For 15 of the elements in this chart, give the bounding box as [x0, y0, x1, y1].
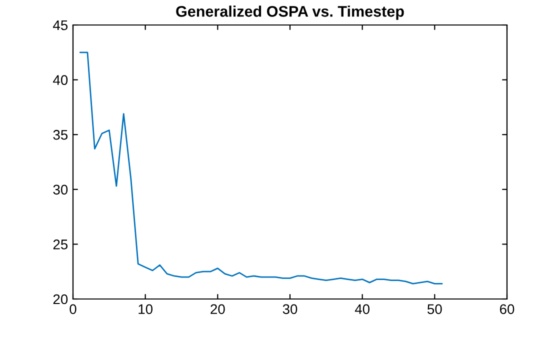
y-tick-label: 35: [53, 130, 68, 140]
y-tick-label: 25: [53, 240, 68, 250]
y-tick-label: 20: [53, 294, 68, 304]
x-tick-label: 0: [70, 304, 76, 314]
x-tick-label: 50: [428, 304, 442, 314]
x-tick-label: 20: [210, 304, 225, 314]
y-tick-label: 45: [53, 20, 68, 30]
x-tick-label: 10: [138, 304, 153, 314]
line-series: [80, 52, 443, 284]
chart-title: Generalized OSPA vs. Timestep: [176, 6, 404, 20]
y-tick-label: 40: [53, 75, 68, 85]
y-tick-label: 30: [53, 184, 68, 195]
x-tick-label: 60: [500, 304, 514, 314]
x-tick-label: 30: [282, 304, 298, 314]
x-tick-label: 40: [354, 304, 370, 314]
